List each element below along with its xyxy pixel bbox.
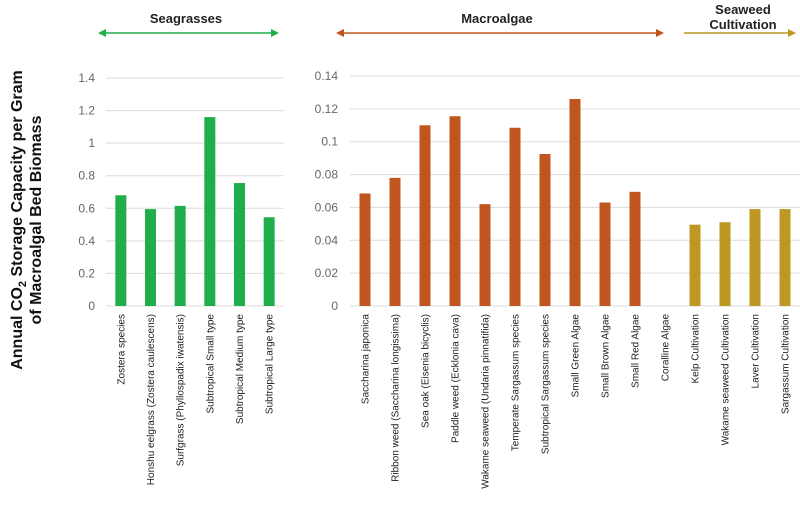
bar	[359, 193, 371, 306]
y-tick-label: 0.1	[321, 135, 338, 149]
group-label-seagrasses: Seagrasses	[150, 11, 222, 26]
bar	[779, 209, 791, 306]
y-tick-label: 0.12	[315, 102, 339, 116]
bar	[509, 127, 521, 306]
y-tick-label: 1	[88, 136, 95, 150]
x-category-label: Coralline Algae	[661, 314, 672, 382]
y-tick-label: 1.2	[78, 104, 95, 118]
x-category-label: Sea oak (Eisenia bicyclis)	[421, 314, 432, 428]
x-category-label: Small Green Algae	[571, 314, 582, 398]
group-label-cultivation-line1: Seaweed	[715, 2, 771, 17]
y-tick-label: 0.8	[78, 169, 95, 183]
bar	[234, 183, 245, 306]
x-category-label: Sargassum Cultivation	[781, 314, 792, 414]
bar	[539, 154, 551, 306]
x-category-label: Zostera species	[116, 314, 127, 385]
x-category-label: Saccharina japonica	[361, 314, 372, 404]
bar	[479, 204, 491, 306]
bar	[719, 222, 731, 306]
y-tick-label: 0.06	[315, 200, 339, 214]
bar	[145, 209, 156, 306]
x-category-label: Subtropical Small type	[205, 314, 216, 414]
y-tick-label: 0.2	[78, 266, 95, 280]
bar	[204, 117, 216, 306]
bar	[749, 209, 761, 306]
x-category-label: Small Red Algae	[631, 314, 642, 388]
group-arrow-cultivation	[684, 29, 796, 37]
bar	[569, 99, 581, 306]
bar	[174, 205, 186, 306]
x-category-label: Wakame seaweed Cultivation	[721, 314, 732, 445]
group-label-cultivation-line2: Cultivation	[709, 17, 776, 32]
x-category-label: Wakame seaweed (Undaria pinnatifida)	[481, 314, 492, 489]
bar	[629, 191, 641, 306]
x-category-label: Honshu eelgrass (Zostera caulescens)	[146, 314, 157, 485]
x-category-label: Surfgrass (Phyllospadix iwatensis)	[176, 314, 187, 466]
bar	[389, 177, 401, 306]
y-tick-label: 0.02	[315, 266, 339, 280]
y-tick-label: 0.4	[78, 234, 95, 248]
y-tick-label: 0.14	[315, 69, 339, 83]
y-tick-label: 0.08	[315, 168, 339, 182]
bar	[449, 116, 461, 306]
y-tick-label: 0.6	[78, 201, 95, 215]
y-tick-label: 0.04	[315, 233, 339, 247]
y-tick-label: 1.4	[78, 71, 95, 85]
bar	[419, 125, 431, 307]
bar	[263, 217, 275, 306]
x-category-label: Paddle weed (Ecklonia cava)	[451, 314, 462, 443]
y-tick-label: 0	[88, 299, 95, 313]
y-axis-label-line1: Annual CO2 Storage Capacity per Gram	[9, 70, 29, 370]
x-category-label: Temperate Sargassum species	[511, 314, 522, 451]
bar	[689, 224, 701, 306]
group-label-macroalgae: Macroalgae	[461, 11, 533, 26]
x-category-label: Subtropical Medium type	[235, 314, 246, 424]
bar	[115, 195, 127, 306]
y-axis-label-line2: of Macroalgal Bed Biomass	[28, 115, 45, 324]
bar	[599, 202, 611, 306]
x-category-label: Small Brown Algae	[601, 314, 612, 398]
group-arrow-seagrasses	[98, 29, 279, 37]
x-category-label: Subtropical Large type	[265, 314, 276, 415]
y-tick-label: 0	[331, 299, 338, 313]
x-category-label: Ribbon weed (Saccharina longissima)	[391, 314, 402, 482]
x-category-label: Laver Cultivation	[751, 314, 762, 388]
group-arrow-macroalgae	[336, 29, 664, 37]
x-category-label: Kelp Cultivation	[691, 314, 702, 383]
x-category-label: Subtropical Sargassum species	[541, 314, 552, 454]
